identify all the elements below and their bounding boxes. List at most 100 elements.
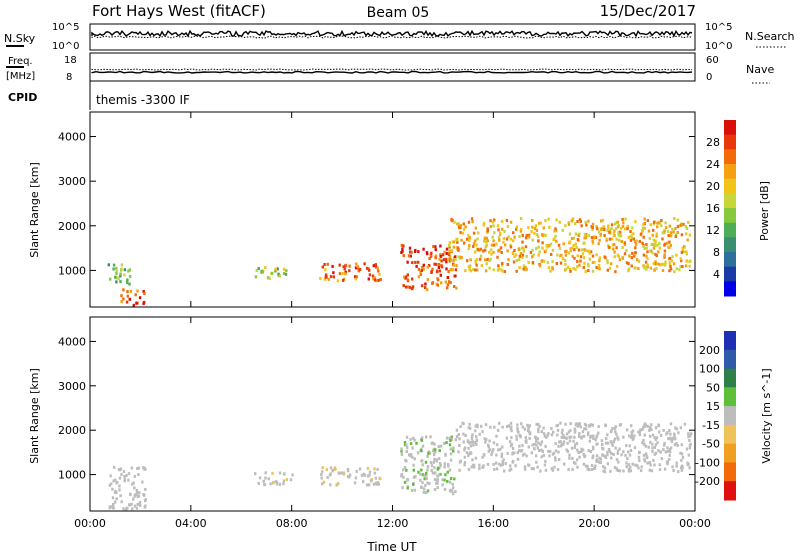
echo-cell	[464, 269, 467, 273]
echo-cell	[434, 448, 437, 452]
echo-cell	[539, 443, 542, 447]
echo-cell	[497, 448, 500, 452]
echo-cell	[638, 459, 641, 462]
echo-cell	[255, 269, 258, 272]
echo-cell	[581, 430, 585, 434]
echo-cell	[434, 248, 437, 252]
echo-cell	[661, 269, 665, 272]
echo-cell	[112, 267, 115, 271]
echo-cell	[555, 218, 558, 222]
echo-cell	[625, 465, 628, 469]
echo-cell	[641, 441, 644, 445]
echo-cell	[511, 451, 515, 455]
echo-cell	[549, 242, 553, 246]
echo-cell	[372, 277, 375, 281]
echo-cell	[429, 461, 433, 465]
echo-cell	[634, 251, 637, 255]
echo-cell	[521, 453, 525, 457]
echo-cell	[402, 244, 405, 248]
echo-cell	[412, 468, 415, 472]
echo-cell	[603, 234, 606, 238]
echo-cell	[598, 238, 601, 242]
echo-cell	[605, 437, 608, 441]
echo-cell	[578, 431, 581, 435]
echo-cell	[495, 461, 498, 465]
echo-cell	[285, 269, 288, 273]
echo-cell	[355, 469, 358, 473]
echo-cell	[601, 218, 605, 222]
x-tick-label: 00:00	[74, 517, 106, 530]
echo-cell	[125, 300, 129, 304]
echo-cell	[658, 242, 661, 245]
echo-cell	[673, 432, 676, 436]
echo-cell	[522, 267, 525, 271]
echo-cell	[689, 442, 692, 446]
echo-cell	[534, 454, 538, 458]
echo-cell	[634, 242, 638, 246]
echo-cell	[664, 467, 667, 471]
echo-cell	[115, 280, 118, 284]
echo-cell	[478, 432, 481, 436]
echo-cell	[646, 263, 649, 267]
echo-cell	[566, 432, 569, 436]
colorbar-tick-label: 200	[699, 344, 720, 357]
echo-cell	[613, 466, 617, 469]
echo-cell	[536, 437, 540, 441]
echo-cell	[433, 262, 436, 266]
echo-cell	[522, 247, 525, 251]
echo-cell	[444, 473, 447, 477]
echo-cell	[666, 446, 669, 450]
velocity-axes: 00:00 04:00 08:00 12:00 16:00 20:00 00:0010002…	[58, 317, 711, 530]
echo-cell	[651, 233, 654, 237]
echo-cell	[443, 250, 446, 254]
echo-cell	[284, 272, 288, 276]
echo-cell	[138, 501, 142, 504]
echo-cell	[348, 473, 352, 477]
echo-cell	[433, 488, 437, 492]
echo-cell	[400, 453, 404, 456]
echo-cell	[680, 443, 683, 447]
echo-cell	[602, 469, 605, 473]
echo-cell	[419, 270, 422, 274]
echo-cell	[617, 230, 621, 234]
echo-cell	[540, 455, 543, 459]
echo-cell	[575, 458, 579, 462]
echo-cell	[403, 441, 407, 445]
echo-cell	[489, 248, 493, 252]
echo-cell	[500, 455, 503, 459]
echo-cell	[541, 449, 544, 453]
echo-cell	[116, 276, 119, 280]
echo-cell	[509, 464, 512, 468]
echo-cell	[452, 274, 456, 278]
echo-cell	[641, 428, 644, 431]
echo-cell	[642, 222, 645, 226]
echo-cell	[591, 222, 595, 226]
echo-cell	[583, 236, 586, 240]
echo-cell	[555, 239, 558, 243]
echo-cell	[507, 235, 510, 239]
y-tick-label: 1000	[58, 469, 86, 482]
echo-cell	[660, 219, 663, 222]
echo-cell	[616, 449, 620, 453]
echo-cell	[410, 489, 414, 492]
echo-cell	[467, 446, 470, 450]
echo-cell	[486, 229, 490, 233]
echo-cell	[528, 432, 532, 436]
echo-cell	[669, 243, 672, 247]
echo-cell	[558, 220, 561, 224]
echo-cell	[406, 285, 410, 289]
echo-cell	[688, 439, 691, 442]
echo-cell	[638, 239, 641, 243]
echo-cell	[682, 222, 685, 226]
echo-cell	[533, 442, 536, 446]
echo-cell	[452, 446, 455, 450]
echo-cell	[594, 236, 598, 239]
echo-cell	[633, 446, 637, 450]
echo-cell	[107, 263, 110, 267]
echo-cell	[524, 236, 528, 240]
echo-cell	[515, 434, 518, 438]
echo-cell	[559, 440, 562, 444]
echo-cell	[564, 253, 568, 257]
echo-cell	[606, 462, 610, 466]
echo-cell	[551, 468, 555, 472]
